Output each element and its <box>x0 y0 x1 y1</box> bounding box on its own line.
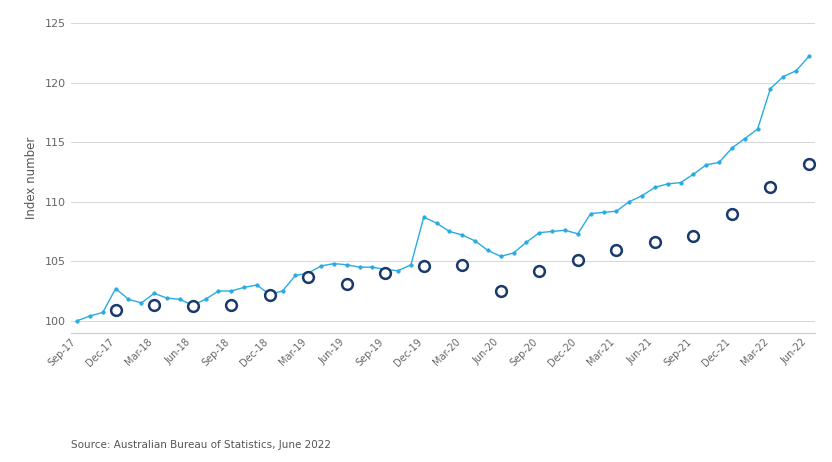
Alternative monthly CPI indicator <box>252 282 262 288</box>
Quarterly CPI series <box>764 184 777 191</box>
Quarterly CPI series <box>109 306 122 314</box>
Quarterly CPI series <box>610 247 623 254</box>
Text: Source: Australian Bureau of Statistics, June 2022: Source: Australian Bureau of Statistics,… <box>71 440 331 450</box>
Y-axis label: Index number: Index number <box>25 137 37 219</box>
Quarterly CPI series <box>186 303 200 310</box>
Quarterly CPI series <box>147 302 161 309</box>
Alternative monthly CPI indicator <box>778 74 788 79</box>
Alternative monthly CPI indicator <box>688 171 698 177</box>
Alternative monthly CPI indicator <box>612 208 622 214</box>
Quarterly CPI series <box>648 238 661 246</box>
Quarterly CPI series <box>301 273 314 280</box>
Alternative monthly CPI indicator <box>560 227 570 233</box>
Quarterly CPI series <box>532 267 546 274</box>
Quarterly CPI series <box>494 287 508 295</box>
Quarterly CPI series <box>686 232 700 240</box>
Quarterly CPI series <box>456 261 469 268</box>
Quarterly CPI series <box>263 291 276 298</box>
Quarterly CPI series <box>340 280 354 287</box>
Quarterly CPI series <box>726 210 739 217</box>
Alternative monthly CPI indicator <box>239 285 249 290</box>
Alternative monthly CPI indicator <box>72 318 82 323</box>
Alternative monthly CPI indicator <box>804 54 814 59</box>
Line: Alternative monthly CPI indicator: Alternative monthly CPI indicator <box>76 55 810 322</box>
Quarterly CPI series <box>225 302 238 309</box>
Quarterly CPI series <box>802 160 815 167</box>
Quarterly CPI series <box>379 269 392 277</box>
Quarterly CPI series <box>572 256 585 264</box>
Quarterly CPI series <box>417 262 430 270</box>
